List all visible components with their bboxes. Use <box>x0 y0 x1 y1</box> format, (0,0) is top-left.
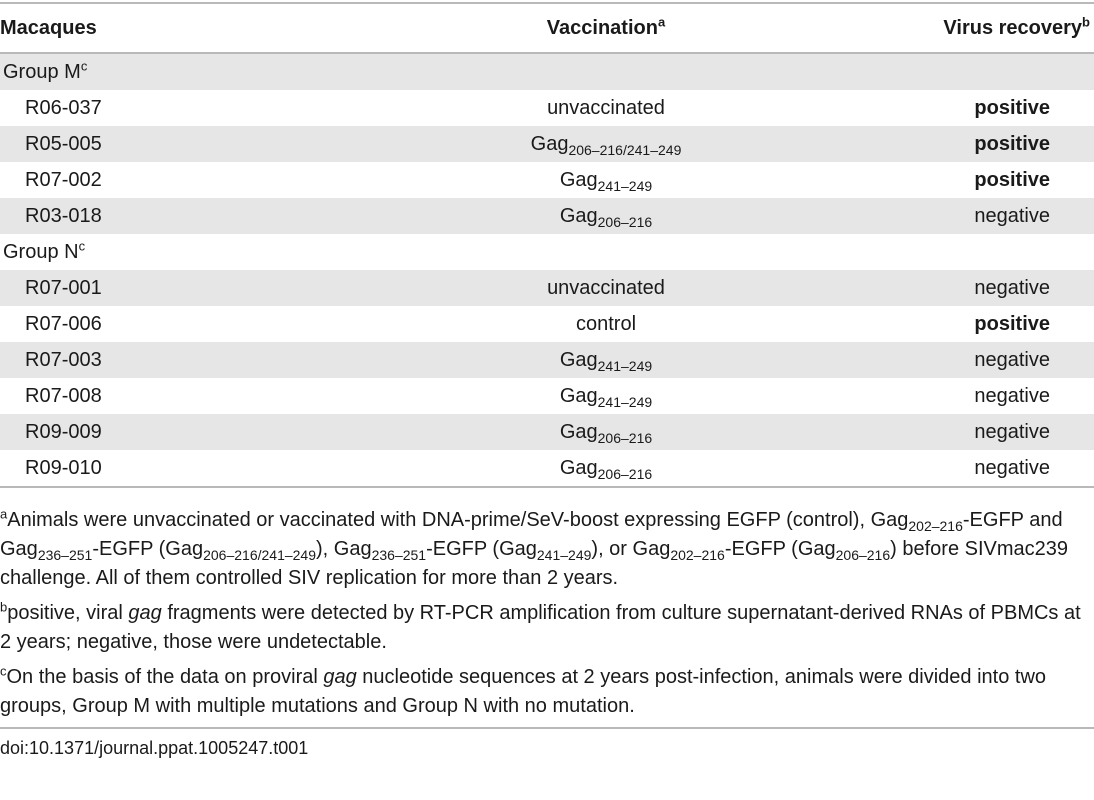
table-row: R07-006 control positive <box>0 306 1094 342</box>
footnote-mark: c <box>0 663 7 679</box>
footnote-mark: a <box>657 13 666 29</box>
table-row: R07-003 Gag241–249 negative <box>0 342 1094 378</box>
virus-recovery-cell: negative <box>974 384 1050 407</box>
table-row: R09-009 Gag206–216 negative <box>0 414 1094 450</box>
macaque-id: R07-002 <box>25 168 102 191</box>
virus-recovery-cell: negative <box>787 270 1094 306</box>
vaccination-cell: unvaccinated <box>425 270 787 306</box>
virus-recovery-cell: negative <box>787 414 1094 450</box>
vaccination-cell: control <box>575 312 637 335</box>
vaccination-cell: Gag241–249 <box>559 384 653 410</box>
header-macaques: Macaques <box>0 4 425 54</box>
virus-recovery-cell: positive <box>974 312 1050 335</box>
footnotes: aAnimals were unvaccinated or vaccinated… <box>0 506 1094 727</box>
results-table: Macaques Vaccinationa Virus recoveryb Gr… <box>0 4 1094 488</box>
macaque-id: R03-018 <box>0 198 425 234</box>
header-row: Macaques Vaccinationa Virus recoveryb <box>0 4 1094 54</box>
table-row: R06-037 unvaccinated positive <box>0 90 1094 126</box>
top-rule <box>0 2 1094 4</box>
epitope-subscript: 241–249 <box>597 393 653 410</box>
table-row: R03-018 Gag206–216 negative <box>0 198 1094 234</box>
virus-recovery-cell: negative <box>787 450 1094 488</box>
vaccination-cell: Gag206–216/241–249 <box>425 126 787 162</box>
group-label: Group Nc <box>3 237 86 263</box>
epitope-subscript: 241–249 <box>597 177 653 194</box>
group-row: Group Nc <box>0 234 1094 270</box>
table-row: R05-005 Gag206–216/241–249 positive <box>0 126 1094 162</box>
vaccination-cell: Gag206–216 <box>425 198 787 234</box>
group-label: Group Mc <box>0 53 1094 90</box>
virus-recovery-cell: positive <box>974 96 1050 119</box>
footnote-mark: a <box>0 506 8 522</box>
epitope-subscript: 241–249 <box>597 357 653 374</box>
virus-recovery-cell: positive <box>974 168 1050 191</box>
virus-recovery-cell: negative <box>787 342 1094 378</box>
header-virus-recovery: Virus recoveryb <box>787 4 1094 54</box>
virus-recovery-cell: positive <box>787 126 1094 162</box>
footnote-a: aAnimals were unvaccinated or vaccinated… <box>0 506 1069 589</box>
vaccination-cell: Gag241–249 <box>425 342 787 378</box>
table-body: Group Mc R06-037 unvaccinated positive R05-0… <box>0 53 1094 488</box>
epitope-subscript: 206–216 <box>597 213 653 230</box>
macaque-id: R09-010 <box>0 450 425 488</box>
footnote-b: bpositive, viral gag fragments were dete… <box>0 599 1081 653</box>
footnote-mark: b <box>1082 13 1090 29</box>
footnote-mark: c <box>78 237 86 253</box>
group-row: Group Mc <box>0 53 1094 90</box>
macaque-id: R06-037 <box>25 96 102 119</box>
table-row: R09-010 Gag206–216 negative <box>0 450 1094 488</box>
macaque-id: R07-008 <box>25 384 102 407</box>
epitope-subscript: 206–216 <box>597 429 653 446</box>
footnote-mark: b <box>0 599 8 615</box>
macaque-id: R07-001 <box>0 270 425 306</box>
macaque-id: R07-003 <box>0 342 425 378</box>
macaque-id: R09-009 <box>0 414 425 450</box>
footnote-mark: c <box>80 57 88 73</box>
table-row: R07-002 Gag241–249 positive <box>0 162 1094 198</box>
footnote-c: cOn the basis of the data on proviral ga… <box>0 663 1047 717</box>
doi-text: doi:10.1371/journal.ppat.1005247.t001 <box>0 738 309 758</box>
header-vaccination: Vaccinationa <box>425 4 787 54</box>
vaccination-cell: unvaccinated <box>547 96 665 119</box>
macaque-id: R07-006 <box>25 312 102 335</box>
vaccination-cell: Gag206–216 <box>425 414 787 450</box>
table-row: R07-001 unvaccinated negative <box>0 270 1094 306</box>
vaccination-cell: Gag241–249 <box>559 168 653 194</box>
vaccination-cell: Gag206–216 <box>425 450 787 488</box>
doi-rule <box>0 727 1094 729</box>
epitope-subscript: 206–216 <box>597 465 653 482</box>
table-row: R07-008 Gag241–249 negative <box>0 378 1094 414</box>
virus-recovery-cell: negative <box>787 198 1094 234</box>
macaque-id: R05-005 <box>0 126 425 162</box>
epitope-subscript: 206–216/241–249 <box>568 141 682 158</box>
